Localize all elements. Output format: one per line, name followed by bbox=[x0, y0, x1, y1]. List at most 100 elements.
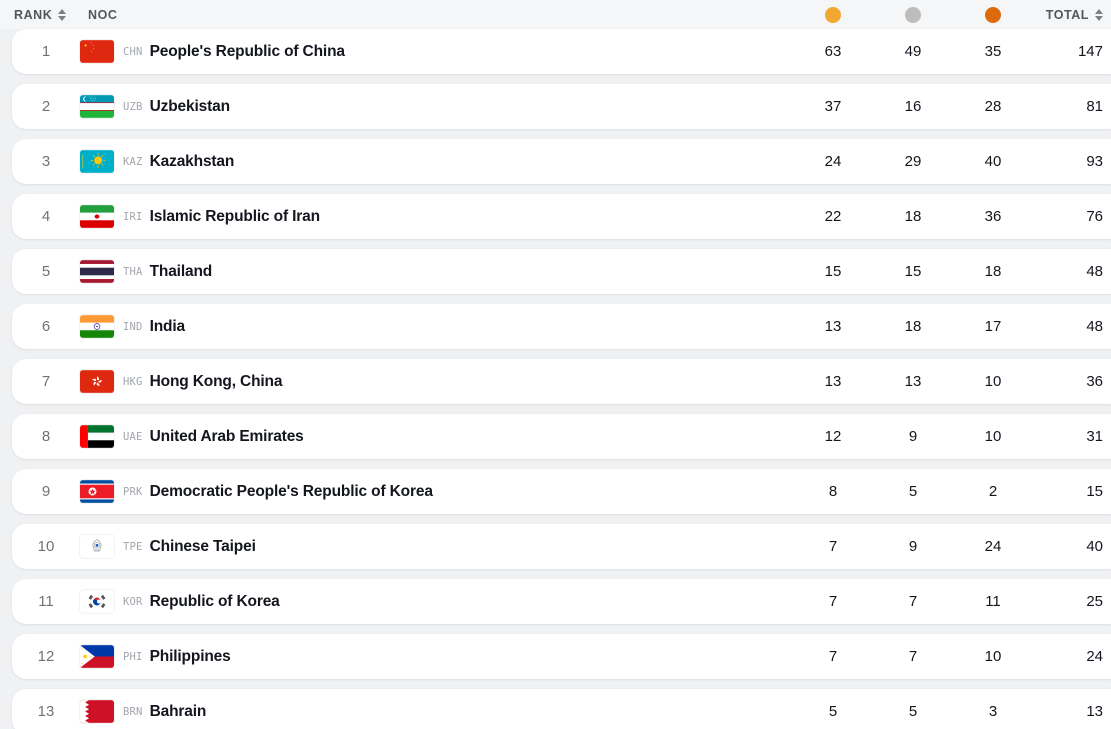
silver-count: 29 bbox=[904, 153, 922, 170]
table-row[interactable]: 13 BRN Bahrain 5 5 3 13 bbox=[12, 689, 1111, 729]
rank-cell: 2 bbox=[12, 98, 80, 115]
table-row[interactable]: 8 UAE United Arab Emirates 12 9 10 31 bbox=[12, 414, 1111, 459]
bronze-count-cell: 17 bbox=[953, 318, 1033, 335]
gold-count: 13 bbox=[824, 373, 842, 390]
noc-code: IRI bbox=[123, 211, 143, 223]
noc-code: HKG bbox=[123, 376, 143, 388]
bronze-count-cell: 36 bbox=[953, 208, 1033, 225]
noc-cell: CHN People's Republic of China bbox=[80, 40, 793, 63]
gold-count: 5 bbox=[828, 703, 838, 720]
silver-count-cell: 9 bbox=[873, 538, 953, 555]
noc-code: UZB bbox=[123, 101, 143, 113]
noc-code: THA bbox=[123, 266, 143, 278]
gold-count: 7 bbox=[828, 593, 838, 610]
total-count: 48 bbox=[1086, 263, 1103, 280]
table-header-row: RANK NOC TOTAL bbox=[0, 0, 1111, 29]
gold-count: 7 bbox=[828, 648, 838, 665]
rank-value: 11 bbox=[38, 593, 54, 610]
noc-cell: PHI Philippines bbox=[80, 645, 793, 668]
gold-count-cell: 5 bbox=[793, 703, 873, 720]
table-row[interactable]: 2 UZB Uzbekistan 37 16 28 81 bbox=[12, 84, 1111, 129]
country-name: Republic of Korea bbox=[149, 592, 280, 610]
bronze-count: 24 bbox=[984, 538, 1002, 555]
column-header-total[interactable]: TOTAL bbox=[1033, 8, 1111, 22]
bronze-count-cell: 40 bbox=[953, 153, 1033, 170]
column-header-gold[interactable] bbox=[793, 6, 873, 23]
silver-count: 18 bbox=[904, 208, 922, 225]
bronze-count-cell: 28 bbox=[953, 98, 1033, 115]
rank-value: 10 bbox=[37, 538, 55, 555]
table-row[interactable]: 12 PHI Philippines 7 7 10 24 bbox=[12, 634, 1111, 679]
noc-cell: IND India bbox=[80, 315, 793, 338]
bronze-count: 2 bbox=[988, 483, 998, 500]
gold-count-cell: 8 bbox=[793, 483, 873, 500]
column-header-bronze[interactable] bbox=[953, 6, 1033, 23]
sort-arrows-icon[interactable] bbox=[1094, 8, 1103, 21]
noc-cell: UZB Uzbekistan bbox=[80, 95, 793, 118]
bronze-count-cell: 10 bbox=[953, 373, 1033, 390]
table-row[interactable]: 4 IRI Islamic Republic of Iran 22 18 36 76 bbox=[12, 194, 1111, 239]
gold-count: 24 bbox=[824, 153, 842, 170]
rank-cell: 11 bbox=[12, 593, 80, 610]
table-row[interactable]: 11 KOR Republic of Korea 7 7 11 25 bbox=[12, 579, 1111, 624]
gold-count-cell: 12 bbox=[793, 428, 873, 445]
silver-count-cell: 5 bbox=[873, 483, 953, 500]
total-count: 93 bbox=[1086, 153, 1103, 170]
philippines-flag bbox=[80, 645, 114, 668]
total-count-cell: 81 bbox=[1033, 98, 1111, 115]
bronze-count: 35 bbox=[984, 43, 1002, 60]
rank-cell: 1 bbox=[12, 43, 80, 60]
rank-value: 2 bbox=[41, 98, 51, 115]
table-row[interactable]: 10 TPE Chinese Taipei 7 9 24 40 bbox=[12, 524, 1111, 569]
table-row[interactable]: 5 THA Thailand 15 15 18 48 bbox=[12, 249, 1111, 294]
country-name: Bahrain bbox=[149, 702, 207, 720]
column-header-noc[interactable]: NOC bbox=[80, 8, 793, 22]
rank-value: 3 bbox=[41, 153, 51, 170]
noc-code: KOR bbox=[123, 596, 143, 608]
column-header-silver[interactable] bbox=[873, 6, 953, 23]
noc-code: PRK bbox=[123, 486, 143, 498]
table-row[interactable]: 6 IND India 13 18 17 48 bbox=[12, 304, 1111, 349]
sort-arrows-icon[interactable] bbox=[57, 8, 66, 21]
silver-count: 9 bbox=[908, 428, 918, 445]
gold-count: 63 bbox=[824, 43, 842, 60]
total-count: 36 bbox=[1086, 373, 1103, 390]
country-name: Thailand bbox=[149, 262, 213, 280]
total-count-cell: 13 bbox=[1033, 703, 1111, 720]
bronze-count: 3 bbox=[988, 703, 998, 720]
noc-cell: IRI Islamic Republic of Iran bbox=[80, 205, 793, 228]
country-name: People's Republic of China bbox=[149, 42, 345, 60]
gold-count-cell: 22 bbox=[793, 208, 873, 225]
table-row[interactable]: 9 PRK Democratic People's Republic of Kore… bbox=[12, 469, 1111, 514]
noc-code: KAZ bbox=[123, 156, 143, 168]
bronze-count-cell: 10 bbox=[953, 428, 1033, 445]
total-count: 48 bbox=[1086, 318, 1103, 335]
total-count-cell: 31 bbox=[1033, 428, 1111, 445]
gold-count-cell: 7 bbox=[793, 538, 873, 555]
rank-value: 13 bbox=[37, 703, 55, 720]
total-count: 25 bbox=[1086, 593, 1103, 610]
total-count-cell: 147 bbox=[1033, 43, 1111, 60]
table-row[interactable]: 7 HKG Hong Kong, China 13 13 10 36 bbox=[12, 359, 1111, 404]
kazakhstan-flag bbox=[80, 150, 114, 173]
chinesetaipei-flag bbox=[80, 535, 114, 558]
rank-value: 12 bbox=[37, 648, 55, 665]
total-count: 81 bbox=[1086, 98, 1103, 115]
table-row[interactable]: 1 CHN People's Republic of China 63 49 35 147 bbox=[12, 29, 1111, 74]
noc-cell: THA Thailand bbox=[80, 260, 793, 283]
total-count: 76 bbox=[1086, 208, 1103, 225]
gold-count: 12 bbox=[824, 428, 842, 445]
silver-count-cell: 13 bbox=[873, 373, 953, 390]
gold-count-cell: 7 bbox=[793, 593, 873, 610]
country-name: Democratic People's Republic of Korea bbox=[149, 482, 433, 500]
country-name: Philippines bbox=[149, 647, 231, 665]
country-name: Chinese Taipei bbox=[149, 537, 256, 555]
bronze-count: 17 bbox=[984, 318, 1002, 335]
column-header-rank[interactable]: RANK bbox=[0, 8, 80, 22]
rank-value: 9 bbox=[41, 483, 51, 500]
table-row[interactable]: 3 KAZ Kazakhstan 24 29 40 93 bbox=[12, 139, 1111, 184]
rank-cell: 9 bbox=[12, 483, 80, 500]
total-count: 31 bbox=[1086, 428, 1103, 445]
rank-header-label: RANK bbox=[14, 7, 53, 22]
